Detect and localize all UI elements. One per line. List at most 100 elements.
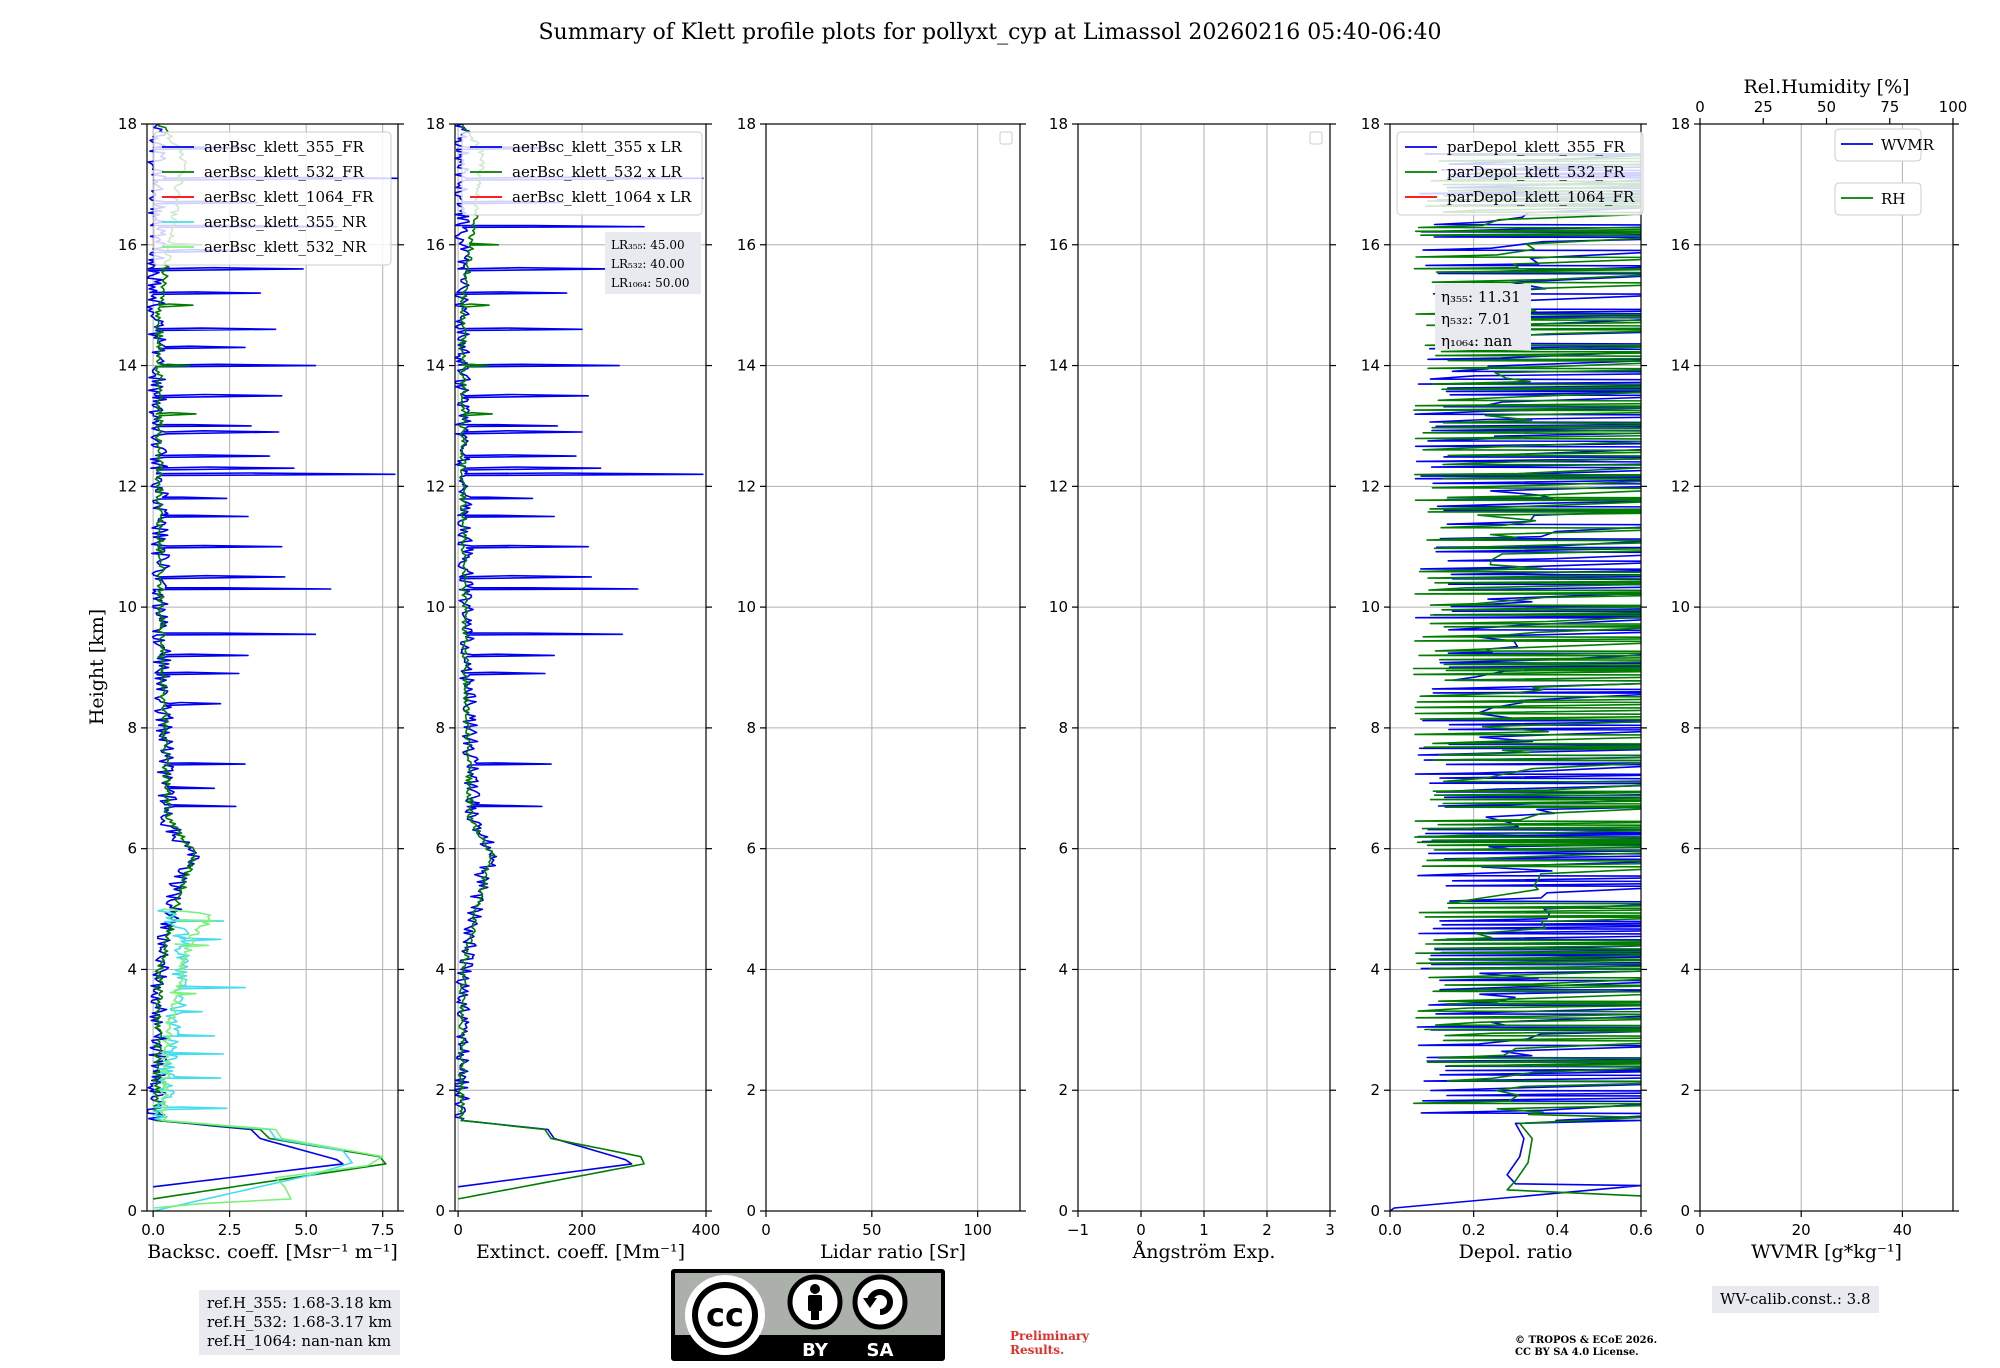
x-tick-label: 40 (1893, 1221, 1912, 1239)
y-tick-label: 16 (118, 236, 137, 254)
series-group (455, 124, 704, 1200)
legend-label: aerBsc_klett_1064 x LR (512, 188, 692, 206)
y-tick-label: 6 (435, 840, 445, 858)
x-tick-label: 7.5 (371, 1221, 395, 1239)
series-group (1390, 153, 1641, 1211)
y-tick-label: 0 (1370, 1202, 1380, 1220)
series-line-aerBsc_klett_355 x LR (455, 124, 704, 1188)
ref-height-1064: ref.H_1064: nan-nan km (207, 1332, 392, 1350)
x-tick-label: 0 (1695, 1221, 1705, 1239)
y-tick-label: 4 (1058, 960, 1068, 978)
x-tick-label: 0.0 (141, 1221, 165, 1239)
wv-calib-text: WV-calib.const.: 3.8 (1720, 1290, 1871, 1308)
y-tick-label: 10 (426, 598, 445, 616)
x-axis-label: Extinct. coeff. [Mm⁻¹] (476, 1241, 685, 1263)
legend-label: aerBsc_klett_1064_FR (204, 188, 374, 206)
x-tick-label: 400 (692, 1221, 721, 1239)
top-x-tick-label: 0 (1695, 98, 1705, 116)
panel-1: 0 2 4 6 8 10 12 14 16 18 0.0 2.5 5.0 7.5 Backsc. coeff… (86, 115, 404, 1263)
y-tick-label: 10 (1049, 598, 1068, 616)
copyright-line-2: CC BY SA 4.0 License. (1515, 1347, 1639, 1358)
empty-legend-box (999, 131, 1013, 145)
lr-annotation-line: LR₃₅₅: 45.00 (611, 238, 685, 252)
y-tick-label: 8 (746, 719, 756, 737)
y-axis-label: Height [km] (86, 609, 108, 725)
y-tick-label: 12 (1049, 477, 1068, 495)
top-x-tick-label: 100 (1939, 98, 1968, 116)
empty-legend-box (1309, 131, 1323, 145)
legend-label: parDepol_klett_532_FR (1447, 163, 1625, 181)
y-tick-label: 0 (746, 1202, 756, 1220)
y-tick-label: 2 (435, 1081, 445, 1099)
x-tick-label: 5.0 (294, 1221, 318, 1239)
y-tick-label: 18 (118, 115, 137, 133)
x-tick-label: 0 (453, 1221, 463, 1239)
series-line-aerBsc_klett_355_FR (147, 124, 398, 1188)
x-tick-label: 100 (963, 1221, 992, 1239)
legend-label: RH (1881, 190, 1905, 208)
panel-6: 0 2 4 6 8 10 12 14 16 18 0 20 40 WVMR [g*kg⁻¹] 0 25 50 75… (1671, 76, 1967, 1263)
lr-annotation-box (605, 232, 701, 294)
y-tick-label: 8 (1680, 719, 1690, 737)
x-tick-label: 1 (1199, 1221, 1209, 1239)
y-tick-label: 16 (426, 236, 445, 254)
plot-frame (454, 123, 707, 1212)
y-tick-label: 6 (1058, 840, 1068, 858)
x-tick-label: 2 (1262, 1221, 1272, 1239)
y-tick-label: 8 (435, 719, 445, 737)
series-line-aerBsc_klett_355_NR (152, 908, 353, 1211)
y-tick-label: 6 (746, 840, 756, 858)
lr-annotation-line: LR₅₃₂: 40.00 (611, 257, 685, 271)
y-tick-label: 8 (127, 719, 137, 737)
sa-text: SA (867, 1340, 894, 1361)
series-group (147, 124, 398, 1211)
preliminary-line-2: Results. (1010, 1343, 1065, 1357)
y-tick-label: 18 (426, 115, 445, 133)
y-tick-label: 8 (1058, 719, 1068, 737)
preliminary-results-note: Preliminary Results. (1010, 1329, 1089, 1357)
cc-text: cc (706, 1296, 744, 1334)
y-tick-label: 4 (127, 960, 137, 978)
eta-annotation-line: η₃₅₅: 11.31 (1441, 288, 1521, 306)
y-tick-label: 14 (118, 357, 137, 375)
legend-box (1834, 182, 1922, 216)
top-x-tick-label: 50 (1817, 98, 1836, 116)
y-tick-label: 12 (737, 477, 756, 495)
legend-box (153, 131, 392, 266)
x-tick-label: 200 (568, 1221, 597, 1239)
x-axis-label: Backsc. coeff. [Msr⁻¹ m⁻¹] (147, 1241, 398, 1263)
ref-height-532: ref.H_532: 1.68-3.17 km (207, 1313, 392, 1331)
y-tick-label: 6 (1370, 840, 1380, 858)
y-tick-label: 2 (746, 1081, 756, 1099)
copyright-line-1: © TROPOS & ECoE 2026. (1515, 1335, 1658, 1346)
x-tick-label: 0 (1136, 1221, 1146, 1239)
y-tick-label: 14 (1671, 357, 1690, 375)
y-tick-label: 18 (1671, 115, 1690, 133)
legend-label: aerBsc_klett_355_FR (204, 138, 364, 156)
by-text: BY (802, 1340, 829, 1361)
top-x-tick-label: 75 (1880, 98, 1899, 116)
x-tick-label: 20 (1792, 1221, 1811, 1239)
legend-label: aerBsc_klett_355_NR (204, 213, 367, 231)
y-tick-label: 8 (1370, 719, 1380, 737)
y-tick-label: 14 (1049, 357, 1068, 375)
x-axis-label: WVMR [g*kg⁻¹] (1751, 1241, 1902, 1263)
figure-title: Summary of Klett profile plots for polly… (538, 20, 1442, 45)
x-axis-label: Lidar ratio [Sr] (820, 1241, 966, 1263)
y-tick-label: 14 (1361, 357, 1380, 375)
y-tick-label: 12 (426, 477, 445, 495)
y-tick-label: 10 (1671, 598, 1690, 616)
x-tick-label: 0.2 (1462, 1221, 1486, 1239)
legend-label: aerBsc_klett_532_FR (204, 163, 364, 181)
x-tick-label: 0.4 (1545, 1221, 1569, 1239)
series-line-aerBsc_klett_532 x LR (457, 124, 645, 1200)
y-tick-label: 2 (1370, 1081, 1380, 1099)
panel-5: 0 2 4 6 8 10 12 14 16 18 0.0 0.2 0.4 0.6 Depol. ratio p… (1361, 115, 1653, 1263)
plot-frame (765, 123, 1021, 1212)
x-axis-label: Depol. ratio (1459, 1241, 1573, 1263)
y-tick-label: 0 (1680, 1202, 1690, 1220)
legend-label: aerBsc_klett_532_NR (204, 238, 367, 256)
y-tick-label: 2 (1058, 1081, 1068, 1099)
